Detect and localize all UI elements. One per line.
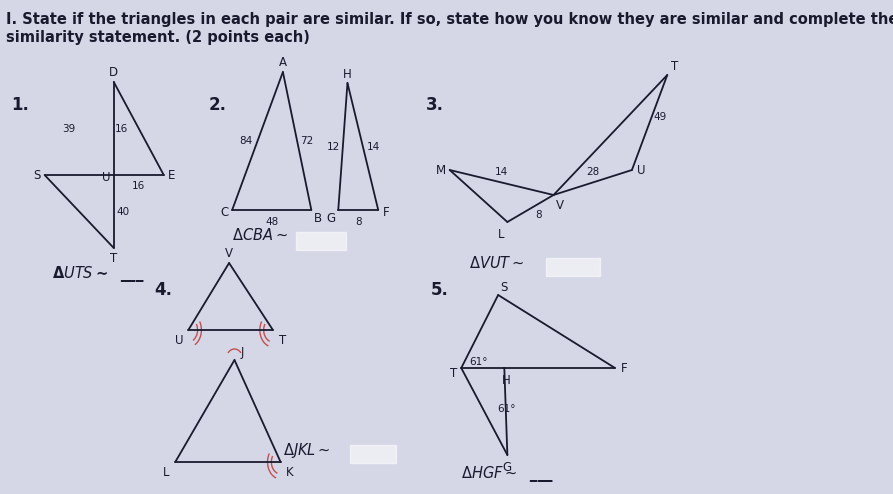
Text: 39: 39 [62,124,75,133]
Text: 1.: 1. [11,96,29,114]
Bar [296,232,346,250]
Text: 61°: 61° [497,404,516,414]
Text: F: F [621,362,628,374]
Text: 48: 48 [265,217,279,227]
Text: H: H [343,68,352,81]
Text: 5.: 5. [430,281,448,299]
Text: T: T [110,251,117,264]
Text: T: T [279,333,286,346]
Text: 28: 28 [586,166,599,176]
Text: 14: 14 [367,141,380,152]
Text: A: A [279,56,287,70]
Text: 2.: 2. [209,96,227,114]
Text: F: F [382,206,389,218]
Text: U: U [175,333,183,346]
Bar [350,445,396,463]
Text: U: U [102,170,111,183]
Text: 8: 8 [355,217,362,227]
Text: M: M [436,164,446,176]
Text: 84: 84 [239,136,253,146]
Text: G: G [503,460,512,474]
Text: 14: 14 [495,166,508,176]
Text: H: H [502,373,510,386]
Text: L: L [498,228,505,241]
Text: similarity statement. (2 points each): similarity statement. (2 points each) [6,30,310,45]
Text: 49: 49 [654,112,667,122]
Text: E: E [168,168,175,181]
Bar [546,258,599,276]
Text: J: J [240,345,244,359]
Text: 16: 16 [115,124,128,133]
Text: 3.: 3. [426,96,444,114]
Text: 16: 16 [132,181,146,191]
Text: $\mathit{\Delta CBA\sim}$: $\mathit{\Delta CBA\sim}$ [232,227,288,243]
Text: 61°: 61° [469,357,488,367]
Text: $\mathit{\Delta HGF\sim}$  ___: $\mathit{\Delta HGF\sim}$ ___ [462,464,555,484]
Text: S: S [501,281,508,293]
Text: V: V [225,247,233,259]
Text: T: T [672,60,679,74]
Text: 4.: 4. [154,281,171,299]
Text: 8: 8 [535,209,541,219]
Text: T: T [450,367,457,379]
Text: B: B [313,211,321,224]
Text: 40: 40 [116,206,129,216]
Text: D: D [109,67,119,80]
Text: V: V [555,199,563,211]
Text: 72: 72 [300,136,313,146]
Text: $\mathbf{\Delta}$$\mathit{UTS}$$\mathbf{\sim}$  ___: $\mathbf{\Delta}$$\mathit{UTS}$$\mathbf{… [53,264,145,284]
Text: $\mathit{\Delta VUT\sim}$: $\mathit{\Delta VUT\sim}$ [469,255,524,271]
Text: C: C [221,206,229,218]
Text: U: U [637,164,646,176]
Text: G: G [326,211,335,224]
Text: 12: 12 [327,141,340,152]
Text: $\mathit{\Delta JKL\sim}$: $\mathit{\Delta JKL\sim}$ [283,441,330,460]
Text: K: K [286,465,294,479]
Text: S: S [33,168,40,181]
Text: I. State if the triangles in each pair are similar. If so, state how you know th: I. State if the triangles in each pair a… [6,12,893,27]
Text: L: L [163,465,170,479]
